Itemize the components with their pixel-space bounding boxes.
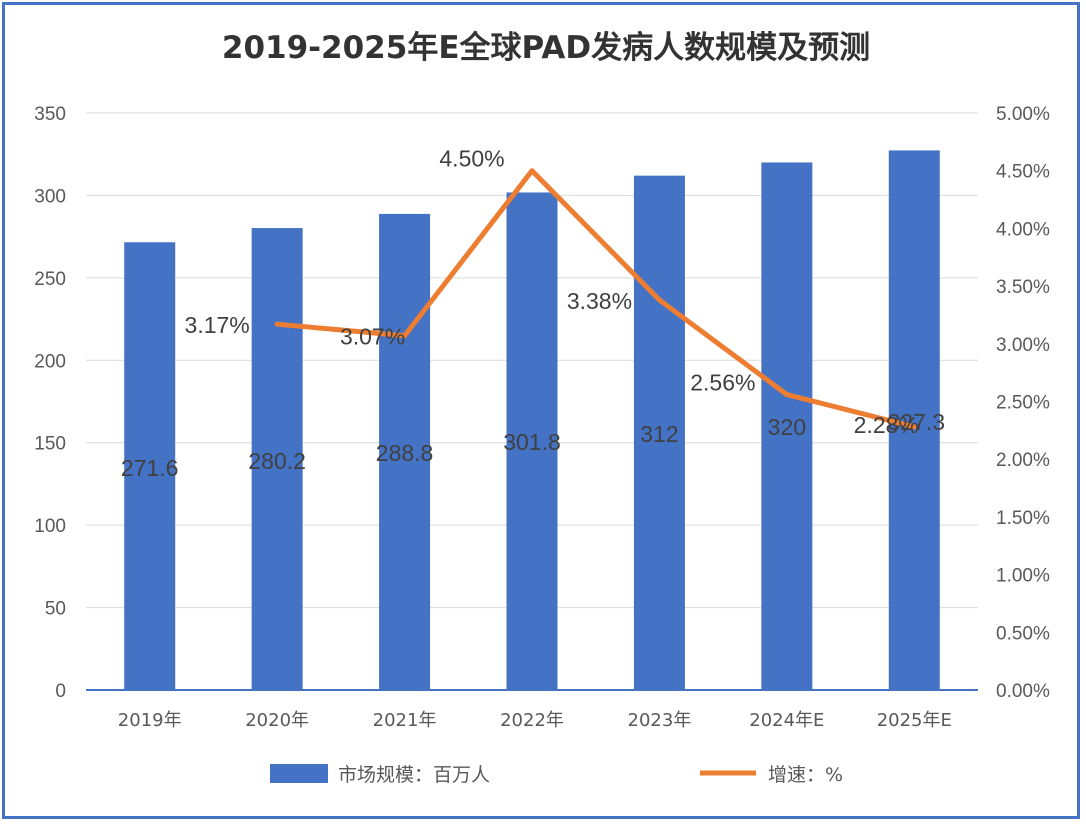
growth-value-label: 3.38% (567, 288, 632, 314)
growth-value-label: 3.07% (340, 324, 405, 350)
bar-value-label: 320 (768, 414, 806, 440)
right-axis-ticks: 0.00% 0.50% 1.00% 1.50% 2.00% 2.50% 3.00% 3.50%… (996, 104, 1050, 702)
bar (251, 228, 303, 690)
growth-value-label: 3.17% (185, 312, 250, 338)
left-tick-label: 200 (34, 351, 66, 372)
left-tick-label: 300 (34, 186, 66, 207)
right-tick-label: 0.00% (996, 681, 1050, 702)
left-tick-label: 0 (55, 681, 66, 702)
right-tick-label: 4.50% (996, 162, 1050, 183)
left-tick-label: 150 (34, 434, 66, 455)
left-tick-label: 100 (34, 516, 66, 537)
x-tick-label: 2019年 (118, 710, 182, 731)
growth-line (274, 168, 917, 430)
bar (633, 175, 685, 690)
bar-value-label: 301.8 (503, 429, 561, 455)
x-tick-label: 2021年 (373, 710, 437, 731)
legend-line-label: 增速：% (768, 764, 843, 786)
left-tick-label: 250 (34, 269, 66, 290)
legend-bar-swatch (270, 764, 328, 783)
line-series (274, 168, 917, 430)
growth-value-label: 2.56% (690, 370, 755, 396)
right-tick-label: 0.50% (996, 623, 1050, 644)
x-tick-label: 2022年 (500, 710, 564, 731)
right-tick-label: 2.50% (996, 393, 1050, 414)
x-tick-label: 2020年 (245, 710, 309, 731)
left-tick-label: 50 (45, 599, 66, 620)
x-axis-ticks: 2019年 2020年 2021年 2022年 2023年 2024年E 2025年E (118, 710, 952, 731)
right-tick-label: 1.50% (996, 508, 1050, 529)
right-tick-label: 4.00% (996, 219, 1050, 240)
bar (124, 242, 176, 691)
bar (761, 162, 813, 690)
bar-value-label: 271.6 (121, 455, 179, 481)
x-tick-label: 2023年 (628, 710, 692, 731)
left-axis-ticks: 0 50 100 150 200 250 300 350 (34, 104, 66, 702)
legend-bar-label: 市场规模：百万人 (338, 764, 490, 786)
left-tick-label: 350 (34, 104, 66, 125)
chart-title: 2019-2025年E全球PAD发病人数规模及预测 (222, 30, 870, 66)
right-tick-label: 2.00% (996, 450, 1050, 471)
bar-value-label: 288.8 (376, 440, 434, 466)
right-tick-label: 3.00% (996, 335, 1050, 356)
growth-value-label: 2.28% (854, 412, 919, 438)
line-labels: 3.17% 3.07% 4.50% 3.38% 2.56% 2.28% (185, 146, 919, 438)
bar-value-label: 280.2 (248, 448, 306, 474)
bar-labels: 271.6 280.2 288.8 301.8 312 320 327.3 (121, 409, 945, 481)
bar-value-label: 312 (640, 421, 678, 447)
bar (379, 213, 431, 690)
right-tick-label: 3.50% (996, 277, 1050, 298)
right-tick-label: 1.00% (996, 566, 1050, 587)
legend: 市场规模：百万人 增速：% (270, 764, 843, 786)
bar (506, 192, 558, 691)
growth-value-label: 4.50% (439, 146, 504, 172)
right-tick-label: 5.00% (996, 104, 1050, 125)
bar-series (124, 150, 940, 691)
x-tick-label: 2025年E (877, 710, 952, 731)
x-tick-label: 2024年E (749, 710, 824, 731)
